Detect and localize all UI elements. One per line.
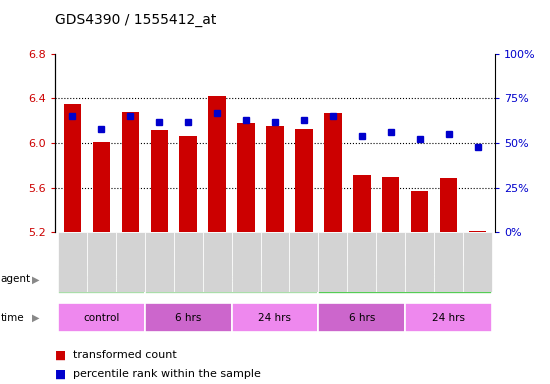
Bar	[58, 265, 145, 294]
Bar	[382, 177, 399, 232]
Bar	[64, 104, 81, 232]
Text: interleukin 28B: interleukin 28B	[365, 274, 445, 285]
Bar	[179, 136, 197, 232]
Bar	[348, 232, 376, 292]
Bar	[411, 191, 428, 232]
Text: 24 hrs: 24 hrs	[258, 313, 292, 323]
Bar	[92, 142, 110, 232]
Bar	[238, 123, 255, 232]
Bar	[318, 232, 348, 292]
Bar	[58, 232, 87, 292]
Bar	[145, 232, 174, 292]
Bar	[151, 130, 168, 232]
Text: ■: ■	[55, 368, 66, 381]
Text: 6 hrs: 6 hrs	[175, 313, 201, 323]
Bar	[58, 303, 145, 332]
Bar	[261, 232, 289, 292]
Bar	[174, 232, 202, 292]
Text: control: control	[83, 313, 119, 323]
Bar	[376, 232, 405, 292]
Bar	[266, 126, 284, 232]
Bar	[295, 129, 312, 232]
Text: transformed count: transformed count	[73, 350, 177, 360]
Bar	[145, 303, 232, 332]
Text: interferon-α: interferon-α	[200, 274, 263, 285]
Text: ▶: ▶	[32, 313, 40, 323]
Bar	[208, 96, 226, 232]
Bar	[469, 231, 486, 232]
Text: ▶: ▶	[32, 274, 40, 285]
Bar	[434, 232, 463, 292]
Text: untreated: untreated	[76, 274, 127, 285]
Bar	[440, 178, 458, 232]
Bar	[405, 303, 492, 332]
Text: time: time	[1, 313, 24, 323]
Bar	[405, 232, 434, 292]
Bar	[116, 232, 145, 292]
Bar	[122, 112, 139, 232]
Text: GDS4390 / 1555412_at: GDS4390 / 1555412_at	[55, 13, 216, 27]
Text: percentile rank within the sample: percentile rank within the sample	[73, 369, 261, 379]
Text: 6 hrs: 6 hrs	[349, 313, 375, 323]
Bar	[202, 232, 232, 292]
Bar	[145, 265, 318, 294]
Text: ■: ■	[55, 349, 66, 362]
Text: 24 hrs: 24 hrs	[432, 313, 465, 323]
Bar	[87, 232, 116, 292]
Bar	[318, 265, 492, 294]
Bar	[324, 113, 342, 232]
Bar	[232, 303, 318, 332]
Bar	[463, 232, 492, 292]
Bar	[318, 303, 405, 332]
Bar	[289, 232, 318, 292]
Bar	[353, 175, 371, 232]
Text: agent: agent	[1, 274, 31, 285]
Bar	[232, 232, 261, 292]
